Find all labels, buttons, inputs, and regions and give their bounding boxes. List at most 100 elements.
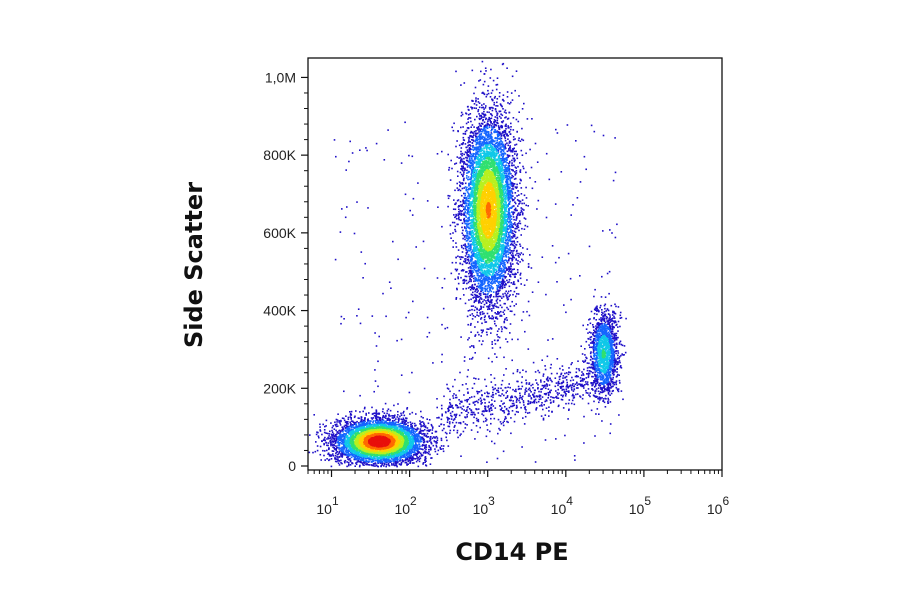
event-point — [440, 439, 443, 442]
event-point — [504, 292, 506, 295]
event-point — [615, 345, 618, 348]
event-point — [536, 161, 539, 163]
event-point — [494, 353, 496, 355]
event-point — [501, 279, 504, 281]
event-point — [415, 447, 417, 449]
event-point — [611, 327, 613, 330]
event-point — [470, 139, 473, 141]
event-point — [515, 287, 518, 289]
event-point — [479, 313, 482, 316]
event-point — [558, 392, 560, 395]
event-point — [327, 442, 330, 444]
event-point — [504, 116, 506, 119]
event-point — [490, 113, 493, 116]
event-point — [483, 299, 485, 301]
event-point — [472, 288, 474, 291]
event-point — [524, 218, 527, 220]
event-point — [514, 202, 517, 205]
event-point — [407, 421, 409, 424]
event-point — [512, 400, 514, 402]
event-point — [424, 446, 426, 448]
event-point — [390, 287, 392, 289]
event-point — [396, 459, 399, 462]
event-point — [447, 194, 449, 197]
event-point — [428, 440, 431, 442]
event-point — [394, 423, 397, 425]
event-point — [397, 421, 399, 423]
event-point — [366, 462, 368, 465]
event-point — [371, 418, 374, 420]
event-point — [584, 359, 587, 362]
event-point — [398, 463, 401, 465]
event-point — [352, 455, 355, 458]
event-point — [464, 182, 467, 185]
event-point — [506, 279, 508, 282]
event-point — [425, 446, 428, 449]
event-point — [486, 299, 489, 302]
event-point — [531, 383, 534, 386]
event-point — [462, 142, 464, 145]
event-point — [491, 403, 493, 405]
event-point — [414, 425, 416, 427]
event-point — [461, 158, 463, 160]
event-point — [332, 434, 334, 436]
event-point — [335, 451, 338, 453]
event-point — [491, 128, 494, 131]
event-point — [422, 438, 424, 440]
event-point — [441, 353, 443, 356]
event-point — [490, 294, 492, 296]
event-point — [338, 455, 341, 458]
event-point — [336, 436, 339, 438]
event-point — [443, 395, 445, 398]
event-point — [591, 388, 594, 390]
event-point — [483, 126, 486, 128]
event-point — [517, 385, 520, 388]
event-point — [490, 395, 493, 398]
event-point — [459, 434, 461, 437]
event-point — [555, 390, 557, 392]
event-point — [347, 425, 349, 428]
event-point — [501, 277, 504, 280]
event-point — [491, 394, 494, 396]
event-point — [381, 420, 383, 422]
event-point — [471, 308, 473, 311]
event-point — [354, 422, 356, 424]
event-point — [355, 457, 357, 460]
event-point — [471, 273, 473, 276]
event-point — [359, 461, 362, 463]
event-point — [353, 423, 356, 426]
event-point — [466, 166, 469, 168]
event-point — [468, 158, 471, 160]
event-point — [461, 251, 464, 253]
event-point — [326, 432, 329, 435]
event-point — [424, 456, 427, 458]
event-point — [466, 127, 469, 129]
event-point — [611, 390, 614, 392]
event-point — [328, 453, 331, 456]
event-point — [619, 382, 621, 384]
event-point — [602, 390, 604, 392]
event-point — [480, 130, 482, 133]
event-point — [453, 393, 455, 395]
event-point — [586, 373, 588, 375]
event-point — [447, 407, 449, 410]
event-point — [348, 160, 350, 163]
event-point — [457, 189, 459, 192]
event-point — [461, 168, 463, 171]
event-point — [519, 396, 521, 399]
event-point — [513, 283, 516, 286]
event-point — [572, 390, 575, 392]
event-point — [522, 165, 524, 168]
event-point — [618, 341, 621, 344]
event-point — [488, 301, 491, 303]
event-point — [421, 433, 423, 435]
event-point — [507, 165, 509, 167]
event-point — [522, 400, 525, 402]
event-point — [455, 297, 458, 299]
event-point — [521, 208, 524, 210]
event-point — [495, 88, 498, 91]
event-point — [345, 415, 347, 417]
event-point — [452, 385, 454, 388]
event-point — [571, 399, 574, 402]
event-point — [460, 219, 462, 221]
